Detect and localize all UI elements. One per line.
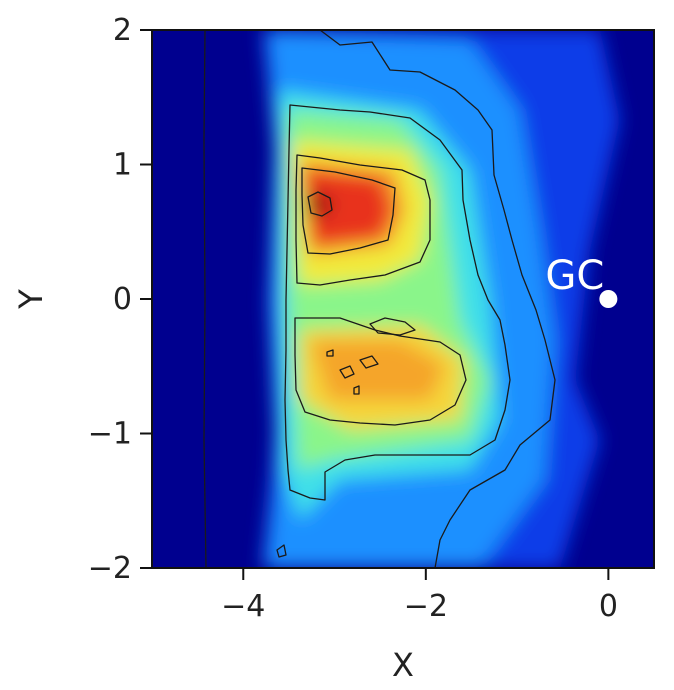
x-tick-label: −4 bbox=[221, 589, 265, 624]
y-tick-label: −1 bbox=[88, 417, 132, 452]
contour-neck-loop bbox=[369, 317, 416, 336]
contour-upper-red bbox=[301, 167, 396, 255]
contour-outer-right bbox=[319, 30, 556, 568]
y-tick-label: 2 bbox=[113, 13, 132, 48]
gc-label: GC bbox=[545, 253, 604, 299]
contour-lines bbox=[203, 30, 556, 568]
density-layer-orange-lower bbox=[310, 340, 445, 400]
contour-peak bbox=[307, 191, 333, 217]
x-axis-label: X bbox=[392, 646, 414, 684]
x-tick-label: 0 bbox=[599, 589, 618, 624]
contour-island-3 bbox=[326, 349, 334, 357]
x-tick-label: −2 bbox=[404, 589, 448, 624]
contour-mid bbox=[284, 104, 511, 501]
y-axis-label: Y bbox=[12, 289, 50, 310]
gc-annotation: GC bbox=[545, 253, 618, 308]
density-field bbox=[203, 30, 620, 568]
plot-area: GC bbox=[151, 29, 655, 569]
y-axis: −2 −1 0 1 2 bbox=[88, 13, 152, 586]
contour-upper-core bbox=[295, 154, 431, 286]
contour-island-2 bbox=[359, 355, 379, 369]
contour-island-4 bbox=[353, 385, 360, 395]
x-axis: −4 −2 0 bbox=[221, 568, 618, 624]
contour-lower-core bbox=[294, 317, 467, 426]
density-layer-red bbox=[302, 170, 392, 245]
y-tick-label: 0 bbox=[113, 282, 132, 317]
y-tick-label: 1 bbox=[113, 148, 132, 183]
contour-island-5 bbox=[276, 544, 287, 558]
y-tick-label: −2 bbox=[88, 551, 132, 586]
contour-outer-left bbox=[203, 30, 207, 568]
gc-marker bbox=[599, 290, 618, 308]
contour-island-1 bbox=[339, 365, 355, 379]
